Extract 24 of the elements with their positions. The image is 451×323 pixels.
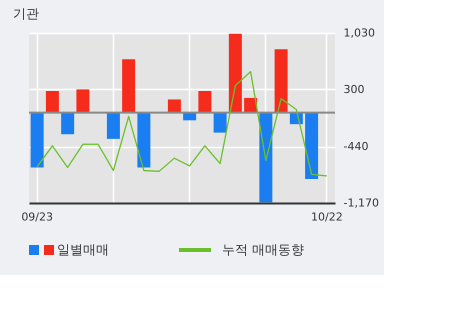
y-tick-label: 300 [344, 82, 364, 96]
y-tick-label: -1,170 [344, 196, 379, 210]
bar [198, 90, 212, 113]
bar [228, 34, 242, 113]
legend-label: 일별매매 [57, 243, 109, 258]
bar [214, 112, 227, 133]
y-tick-label: -440 [344, 140, 368, 154]
bar [76, 89, 90, 113]
bar [30, 112, 44, 168]
bar [168, 99, 181, 113]
legend-label: 누적 매매동향 [222, 243, 304, 258]
y-tick-label: 1,030 [344, 26, 375, 40]
x-tick-label: 09/23 [21, 210, 54, 224]
bar [137, 112, 150, 168]
bar [106, 112, 120, 139]
chart-title: 기관 [12, 7, 39, 22]
bar [122, 59, 136, 113]
x-tick-label: 10/22 [310, 210, 343, 224]
bar [259, 112, 272, 202]
bar [46, 90, 59, 113]
bar [305, 112, 318, 180]
line-series [36, 70, 328, 177]
bar [61, 112, 74, 134]
bar [274, 49, 288, 113]
